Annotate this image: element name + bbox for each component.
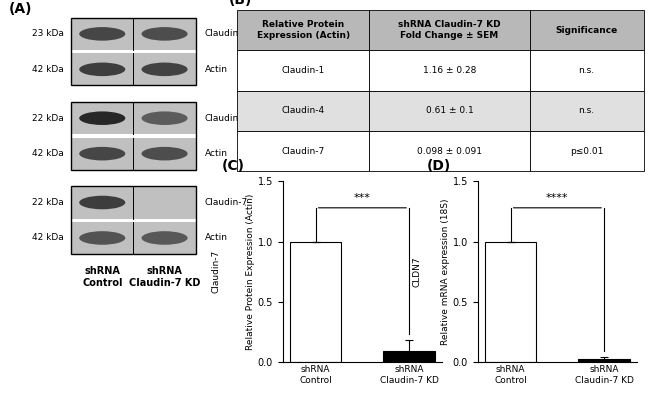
Ellipse shape [142,63,188,76]
Text: 42 kDa: 42 kDa [32,65,64,74]
Bar [384,351,435,362]
Ellipse shape [142,231,188,245]
Text: Claudin-7: Claudin-7 [281,147,325,156]
Text: shRNA
Control: shRNA Control [82,266,122,288]
Text: shRNA
Claudin-7 KD: shRNA Claudin-7 KD [129,266,200,288]
Text: 42 kDa: 42 kDa [32,234,64,242]
Text: Claudin-4: Claudin-4 [205,114,248,123]
FancyBboxPatch shape [237,10,369,50]
Text: Claudin-7: Claudin-7 [205,198,248,207]
Y-axis label: Relative mRNA expression (18S): Relative mRNA expression (18S) [441,199,450,345]
Text: Claudin-1: Claudin-1 [281,66,325,75]
Ellipse shape [142,112,188,125]
Text: Actin: Actin [205,149,228,158]
Text: (C): (C) [222,160,245,173]
Text: 42 kDa: 42 kDa [32,149,64,158]
FancyBboxPatch shape [71,102,196,134]
FancyBboxPatch shape [71,138,196,170]
Text: Actin: Actin [205,65,228,74]
FancyBboxPatch shape [237,91,369,131]
Text: Claudin-4: Claudin-4 [281,106,325,115]
Text: p≤0.01: p≤0.01 [570,147,603,156]
Ellipse shape [79,63,125,76]
Ellipse shape [142,27,188,41]
Text: (D): (D) [427,160,451,173]
Text: Relative Protein
Expression (Actin): Relative Protein Expression (Actin) [257,20,350,40]
Text: Actin: Actin [205,234,228,242]
Y-axis label: Relative Protein Expression (Actin): Relative Protein Expression (Actin) [246,194,255,350]
Text: (B): (B) [229,0,252,7]
Text: n.s.: n.s. [578,66,595,75]
FancyBboxPatch shape [369,50,530,91]
Text: ***: *** [354,193,370,203]
Text: ****: **** [546,193,569,203]
FancyBboxPatch shape [369,91,530,131]
Ellipse shape [79,196,125,209]
FancyBboxPatch shape [369,131,530,171]
Text: Claudin-1: Claudin-1 [205,30,248,38]
Bar [578,359,630,362]
Text: 23 kDa: 23 kDa [32,30,64,38]
FancyBboxPatch shape [71,53,196,85]
Text: shRNA Claudin-7 KD
Fold Change ± SEM: shRNA Claudin-7 KD Fold Change ± SEM [398,20,501,40]
Text: n.s.: n.s. [578,106,595,115]
FancyBboxPatch shape [237,50,369,91]
FancyBboxPatch shape [530,10,644,50]
Text: 0.61 ± 0.1: 0.61 ± 0.1 [426,106,473,115]
FancyBboxPatch shape [71,186,196,219]
Text: 1.16 ± 0.28: 1.16 ± 0.28 [423,66,476,75]
Bar [485,242,536,362]
Ellipse shape [142,147,188,160]
Text: 0.098 ± 0.091: 0.098 ± 0.091 [417,147,482,156]
Text: 22 kDa: 22 kDa [32,198,64,207]
Text: 22 kDa: 22 kDa [32,114,64,123]
FancyBboxPatch shape [237,131,369,171]
Text: Claudin-7: Claudin-7 [211,250,220,294]
FancyBboxPatch shape [530,131,644,171]
Ellipse shape [79,147,125,160]
FancyBboxPatch shape [530,50,644,91]
Ellipse shape [79,27,125,41]
FancyBboxPatch shape [530,91,644,131]
FancyBboxPatch shape [71,18,196,50]
Text: CLDN7: CLDN7 [413,256,422,287]
Ellipse shape [79,112,125,125]
FancyBboxPatch shape [71,222,196,254]
Text: (A): (A) [9,2,32,16]
Ellipse shape [79,231,125,245]
FancyBboxPatch shape [369,10,530,50]
Bar [290,242,341,362]
Text: Significance: Significance [556,26,618,35]
